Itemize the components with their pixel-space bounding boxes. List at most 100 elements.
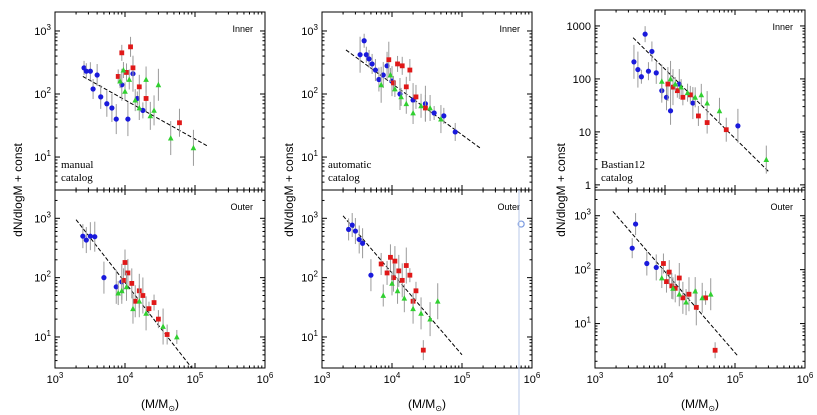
data-point — [410, 109, 416, 116]
data-point — [143, 96, 149, 101]
data-point — [121, 277, 126, 283]
panel-frame — [321, 189, 533, 369]
panel-outer: 101 102 103 Outer — [574, 189, 806, 369]
y-tick-label: 101 — [34, 149, 51, 164]
data-point — [392, 86, 398, 92]
data-point — [94, 72, 100, 78]
catalog-label: catalog — [61, 172, 93, 184]
data-point — [712, 347, 718, 353]
data-point — [699, 294, 706, 301]
series-green — [658, 60, 770, 174]
data-point — [670, 84, 676, 90]
data-point — [427, 316, 433, 322]
region-label: Inner — [232, 24, 253, 34]
y-tick-label: 103 — [34, 210, 51, 225]
data-point — [631, 59, 637, 65]
series-red — [378, 244, 426, 361]
data-point — [160, 323, 166, 329]
x-tick-label: 104 — [657, 371, 674, 386]
y-tick-label: 1000 — [567, 21, 591, 33]
data-point — [669, 283, 675, 289]
data-point — [667, 108, 674, 114]
data-point — [119, 50, 125, 56]
catalog-label: manual — [61, 159, 93, 171]
panel-frame — [54, 189, 266, 369]
data-point — [665, 81, 671, 87]
catalog-label: automatic — [328, 159, 371, 171]
data-point — [695, 113, 701, 119]
data-point — [644, 260, 650, 267]
data-point — [763, 156, 770, 162]
x-tick-label: 105 — [187, 371, 204, 386]
data-point — [676, 275, 682, 281]
data-point — [391, 275, 396, 281]
data-point — [389, 280, 395, 286]
data-point — [132, 97, 139, 103]
series-green — [115, 272, 180, 345]
data-point — [638, 74, 644, 80]
data-point — [132, 298, 138, 304]
x-tick-label: 103 — [587, 371, 604, 386]
data-point — [118, 287, 125, 294]
data-point — [418, 102, 424, 109]
region-label: Inner — [499, 24, 520, 34]
y-tick-label: 101 — [301, 149, 318, 164]
data-point — [387, 72, 394, 78]
data-point — [413, 94, 419, 100]
y-tick-label: 103 — [301, 23, 318, 38]
y-tick-label: 1 — [585, 180, 591, 192]
data-point — [346, 226, 352, 233]
data-point — [115, 74, 121, 79]
data-point — [174, 333, 180, 340]
data-point — [403, 100, 410, 107]
data-point — [349, 222, 355, 228]
data-point — [378, 261, 384, 267]
data-point — [151, 107, 157, 113]
x-tick-label: 104 — [117, 371, 134, 386]
series-blue — [81, 55, 146, 137]
data-point — [369, 61, 375, 67]
data-point — [155, 316, 161, 322]
data-point — [92, 234, 98, 240]
catalog-label: catalog — [328, 172, 360, 184]
data-point — [680, 94, 686, 100]
data-point — [372, 67, 379, 73]
data-point — [361, 38, 367, 44]
data-point — [707, 291, 714, 297]
data-point — [384, 270, 390, 276]
data-point — [380, 72, 386, 78]
panel-outer: 101 102 103 Outer — [34, 189, 266, 369]
data-point — [359, 240, 366, 246]
data-point — [122, 88, 128, 94]
data-point — [403, 263, 409, 268]
data-point — [130, 65, 136, 71]
y-axis-label: dN/dlogM + const — [11, 142, 25, 236]
x-tick-label: 103 — [314, 371, 331, 386]
data-point — [664, 279, 669, 285]
data-point — [407, 67, 413, 73]
y-tick-label: 10 — [579, 127, 591, 139]
data-point — [396, 268, 402, 274]
data-point — [392, 258, 398, 264]
data-point — [143, 310, 149, 316]
data-point — [642, 31, 648, 37]
data-point — [684, 89, 691, 96]
y-tick-label: 101 — [301, 329, 318, 344]
data-point — [653, 264, 659, 271]
fit-line — [632, 37, 769, 172]
data-point — [635, 66, 641, 73]
data-point — [661, 261, 666, 266]
data-point — [692, 288, 698, 294]
data-point — [115, 290, 122, 296]
data-point — [376, 76, 382, 83]
data-point — [366, 56, 372, 62]
data-point — [109, 105, 115, 111]
y-tick-label: 103 — [301, 210, 318, 225]
data-point — [690, 100, 696, 106]
data-point — [686, 291, 692, 297]
x-tick-label: 104 — [384, 371, 401, 386]
